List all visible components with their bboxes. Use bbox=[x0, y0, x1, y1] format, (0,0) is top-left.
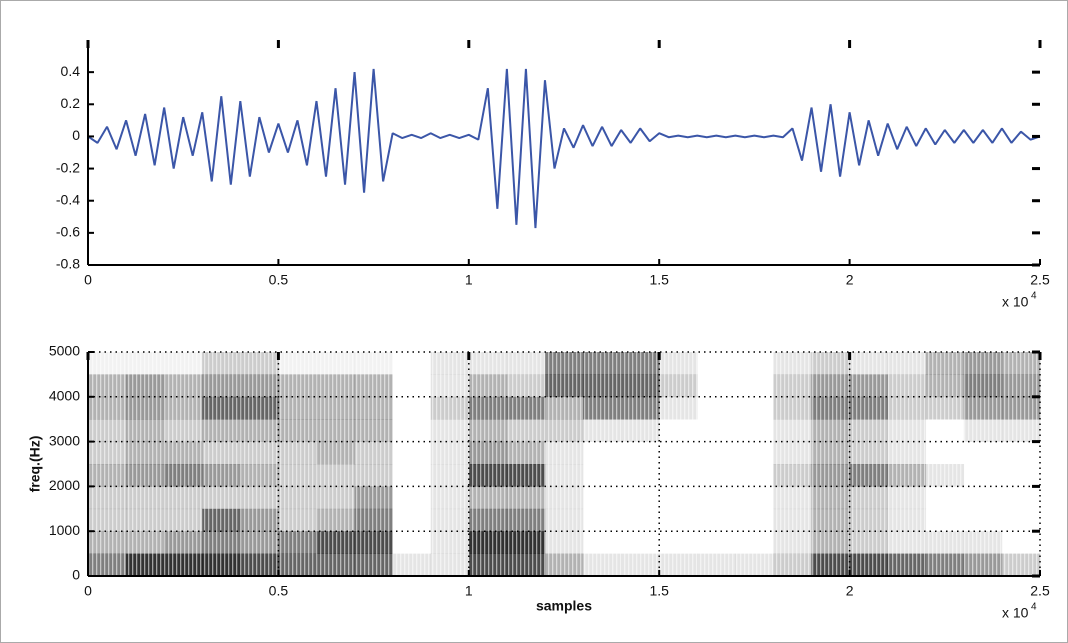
x-multiplier-exponent: 4 bbox=[1031, 602, 1037, 613]
y-tick-label: 0.4 bbox=[61, 63, 81, 79]
y-tick-label: -0.8 bbox=[56, 256, 80, 272]
y-tick-label: 2000 bbox=[49, 477, 80, 493]
waveform bbox=[87, 68, 1041, 229]
y-tick-label: 1000 bbox=[49, 522, 80, 538]
y-tick-label: 0 bbox=[72, 567, 80, 583]
x-axis-label: samples bbox=[536, 598, 592, 614]
texture bbox=[88, 352, 1040, 576]
x-tick-label: 0 bbox=[84, 583, 92, 599]
x-tick-label: 2 bbox=[846, 272, 854, 288]
x-tick-label: 0 bbox=[84, 272, 92, 288]
y-tick-label: 5000 bbox=[49, 343, 80, 359]
x-tick-label: 1 bbox=[465, 583, 473, 599]
y-axis-label: freq.(Hz) bbox=[27, 436, 43, 493]
x-tick-label: 1.5 bbox=[649, 272, 669, 288]
x-tick-label: 0.5 bbox=[269, 583, 289, 599]
y-tick-label: 0.2 bbox=[61, 95, 81, 111]
x-tick-label: 2.5 bbox=[1030, 583, 1050, 599]
x-multiplier: x 10 bbox=[1002, 294, 1029, 310]
x-multiplier: x 10 bbox=[1002, 605, 1029, 621]
y-tick-label: -0.6 bbox=[56, 224, 80, 240]
y-tick-label: 0 bbox=[72, 127, 80, 143]
x-tick-label: 1 bbox=[465, 272, 473, 288]
x-multiplier-exponent: 4 bbox=[1031, 291, 1037, 302]
x-tick-label: 2 bbox=[846, 583, 854, 599]
x-tick-label: 1.5 bbox=[649, 583, 669, 599]
x-tick-label: 0.5 bbox=[269, 272, 289, 288]
y-tick-label: -0.2 bbox=[56, 159, 80, 175]
y-tick-label: 3000 bbox=[49, 432, 80, 448]
y-tick-label: 4000 bbox=[49, 388, 80, 404]
y-tick-label: -0.4 bbox=[56, 191, 80, 207]
x-tick-label: 2.5 bbox=[1030, 272, 1050, 288]
